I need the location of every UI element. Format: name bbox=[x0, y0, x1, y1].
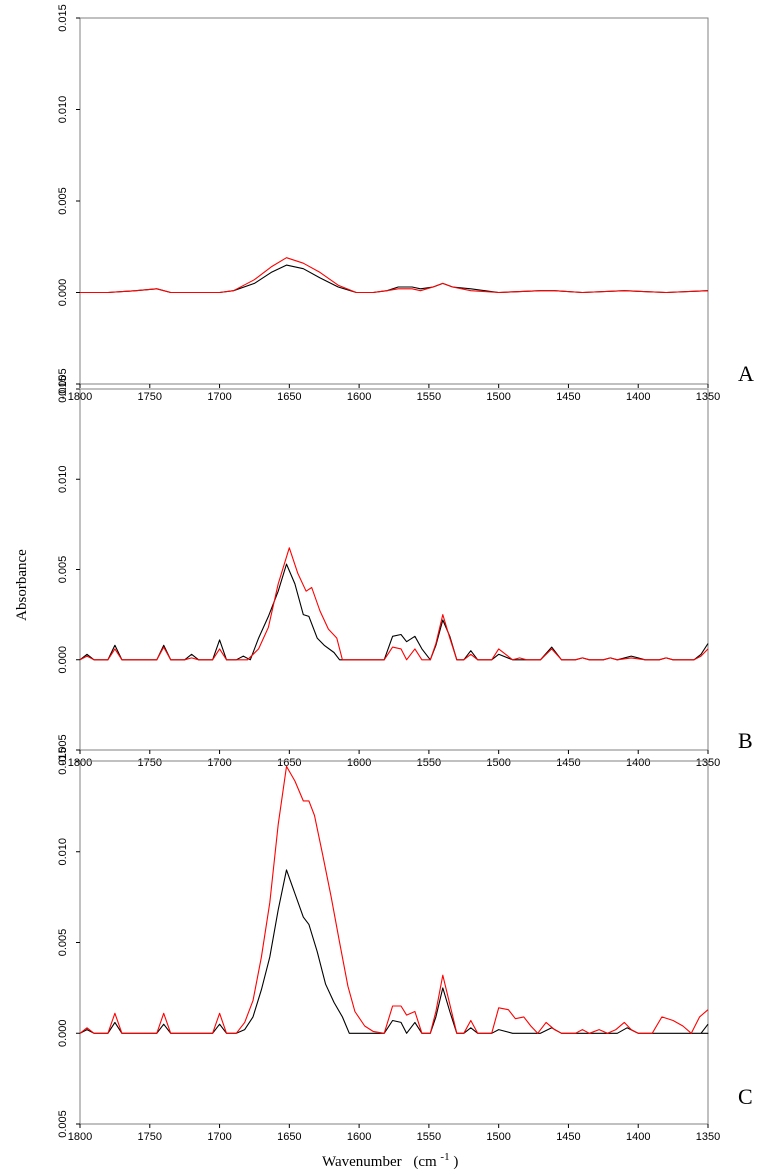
panel-c-x-tick-label: 1400 bbox=[626, 1131, 650, 1143]
panel-a: A 1800 1750 1700 1650 1600 1550 1500 1450 1400 13… bbox=[57, 4, 754, 403]
x-axis-title: Wavenumber (cm -1 ) bbox=[322, 1148, 458, 1170]
panel-c-label: C bbox=[738, 1084, 753, 1109]
panel-a-series-2-line bbox=[80, 257, 709, 294]
panel-c-y-tick-label: 0.005 bbox=[57, 1110, 69, 1138]
panel-c-x-tick-label: 1550 bbox=[417, 1131, 441, 1143]
panel-c-series-2-line bbox=[79, 765, 709, 1034]
panel-c-y-tick-label: 0.010 bbox=[57, 838, 69, 866]
panel-b-y-tick-label: 0.005 bbox=[57, 556, 69, 584]
x-axis-unit-exponent: -1 bbox=[440, 1151, 449, 1163]
panel-c-x-tick-label: 1750 bbox=[138, 1131, 162, 1143]
panel-a-x-tick-label: 1650 bbox=[277, 391, 301, 403]
panel-b-x-tick-label: 1700 bbox=[207, 757, 231, 769]
panel-a-y-tick-label: 0.005 bbox=[57, 187, 69, 215]
y-axis-title: Absorbance bbox=[14, 549, 30, 621]
panel-c-x-tick-label: 1650 bbox=[277, 1131, 301, 1143]
panel-b-x-tick-label: 1550 bbox=[417, 757, 441, 769]
panel-b-x-tick-label: 1450 bbox=[556, 757, 580, 769]
panel-b-series-2-line bbox=[79, 547, 709, 661]
panel-b-y-tick-label: 0.010 bbox=[57, 465, 69, 493]
panel-a-y-tick-label: -0.005 bbox=[57, 368, 69, 399]
panel-a-label: A bbox=[738, 361, 754, 386]
panel-c-x-tick-label: 1700 bbox=[207, 1131, 231, 1143]
panel-c-x-tick-label: 1450 bbox=[556, 1131, 580, 1143]
panel-c-y-tick-label: 0.005 bbox=[57, 929, 69, 957]
panel-a-x-tick-label: 1500 bbox=[486, 391, 510, 403]
panel-a-x-tick-label: 1400 bbox=[626, 391, 650, 403]
panel-b-y-tick-label: 0.000 bbox=[57, 646, 69, 674]
x-axis-title-text: Wavenumber bbox=[322, 1154, 402, 1170]
panel-c-y-tick-label: 0.015 bbox=[57, 747, 69, 775]
panel-c-x-tick-label: 1350 bbox=[696, 1131, 720, 1143]
panel-b: B 1800 1750 1700 1650 1600 1550 1500 1450 1400 13… bbox=[57, 375, 753, 769]
panel-c-x-tick-label: 1600 bbox=[347, 1131, 371, 1143]
panel-c: C 1800 1750 1700 1650 1600 1550 1500 1450 1400 13… bbox=[57, 747, 753, 1143]
panel-c-x-tick-label: 1800 bbox=[68, 1131, 92, 1143]
panel-a-y-tick-label: 0.015 bbox=[57, 4, 69, 32]
panel-c-x-tick-label: 1500 bbox=[486, 1131, 510, 1143]
x-axis-unit-close: ) bbox=[453, 1154, 458, 1170]
x-axis-unit: (cm bbox=[413, 1154, 437, 1170]
panel-b-x-tick-label: 1600 bbox=[347, 757, 371, 769]
panel-b-x-tick-label: 1500 bbox=[486, 757, 510, 769]
panel-a-y-tick-label: 0.000 bbox=[57, 279, 69, 307]
panel-a-x-tick-label: 1700 bbox=[207, 391, 231, 403]
panel-a-y-tick-label: 0.010 bbox=[57, 96, 69, 124]
panel-b-y-tick-label: 0.015 bbox=[57, 375, 69, 403]
panel-a-x-tick-label: 1550 bbox=[417, 391, 441, 403]
panel-b-x-tick-label: 1400 bbox=[626, 757, 650, 769]
panel-a-x-tick-label: 1450 bbox=[556, 391, 580, 403]
panel-a-x-tick-label: 1750 bbox=[138, 391, 162, 403]
panel-b-label: B bbox=[738, 728, 753, 753]
panel-a-x-tick-label: 1600 bbox=[347, 391, 371, 403]
panel-c-y-tick-label: 0.000 bbox=[57, 1019, 69, 1047]
panel-b-x-tick-label: 1750 bbox=[138, 757, 162, 769]
panel-b-x-tick-label: 1650 bbox=[277, 757, 301, 769]
panel-b-y-tick-label: -0.005 bbox=[57, 734, 69, 765]
